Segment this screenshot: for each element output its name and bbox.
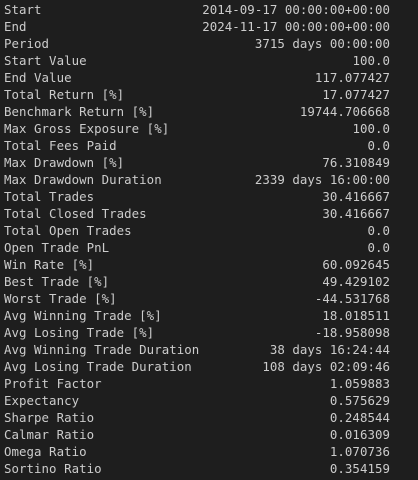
stat-name: Max Drawdown [%]	[4, 155, 125, 170]
stats-row: End Value 117.077427	[0, 69, 418, 86]
stat-name: Total Open Trades	[4, 223, 132, 238]
stat-value: 17.077427	[322, 87, 390, 102]
stat-value: -18.958098	[314, 325, 390, 340]
stat-value: 0.248544	[329, 410, 390, 425]
stats-row: Avg Losing Trade Duration 108 days 02:09:…	[0, 358, 418, 375]
stat-name: Sharpe Ratio	[4, 410, 95, 425]
stats-row: Max Gross Exposure [%] 100.0	[0, 120, 418, 137]
stats-row: Total Open Trades 0.0	[0, 222, 418, 239]
stat-value: 100.0	[352, 53, 390, 68]
stat-value: 0.0	[367, 223, 390, 238]
stat-name: Worst Trade [%]	[4, 291, 117, 306]
stat-name: Avg Losing Trade [%]	[4, 325, 155, 340]
stats-row: Best Trade [%] 49.429102	[0, 273, 418, 290]
stats-row: Profit Factor 1.059883	[0, 375, 418, 392]
stat-value: 0.575629	[329, 393, 390, 408]
stats-row: Max Drawdown [%] 76.310849	[0, 154, 418, 171]
stat-name: Avg Winning Trade [%]	[4, 308, 162, 323]
stat-value: 100.0	[352, 121, 390, 136]
stats-row: Expectancy 0.575629	[0, 392, 418, 409]
stat-name: End Value	[4, 70, 72, 85]
stat-name: Total Closed Trades	[4, 206, 147, 221]
stats-row: Omega Ratio 1.070736	[0, 443, 418, 460]
stat-name: Profit Factor	[4, 376, 102, 391]
stat-value: 2014-09-17 00:00:00+00:00	[202, 2, 390, 17]
stat-value: 1.059883	[329, 376, 390, 391]
stats-row: Period 3715 days 00:00:00	[0, 35, 418, 52]
stat-value: 3715 days 00:00:00	[254, 36, 390, 51]
stat-value: 0.354159	[329, 461, 390, 476]
stat-value: 30.416667	[322, 206, 390, 221]
stat-name: Benchmark Return [%]	[4, 104, 155, 119]
stat-name: Total Return [%]	[4, 87, 125, 102]
stat-name: Max Gross Exposure [%]	[4, 121, 170, 136]
stat-name: Expectancy	[4, 393, 80, 408]
stat-name: Avg Winning Trade Duration	[4, 342, 200, 357]
stats-row: Sharpe Ratio 0.248544	[0, 409, 418, 426]
stat-name: End	[4, 19, 27, 34]
stats-row: Max Drawdown Duration 2339 days 16:00:00	[0, 171, 418, 188]
stats-row: Calmar Ratio 0.016309	[0, 426, 418, 443]
stat-value: -44.531768	[314, 291, 390, 306]
stat-value: 2024-11-17 00:00:00+00:00	[202, 19, 390, 34]
stats-row: Open Trade PnL 0.0	[0, 239, 418, 256]
stat-value: 18.018511	[322, 308, 390, 323]
stats-row: Start 2014-09-17 00:00:00+00:00	[0, 1, 418, 18]
stat-name: Sortino Ratio	[4, 461, 102, 476]
stat-value: 60.092645	[322, 257, 390, 272]
stats-row: Start Value 100.0	[0, 52, 418, 69]
stat-value: 0.0	[367, 240, 390, 255]
stat-name: Start Value	[4, 53, 87, 68]
stat-name: Period	[4, 36, 50, 51]
stat-value: 0.0	[367, 138, 390, 153]
stat-value: 2339 days 16:00:00	[254, 172, 390, 187]
stat-name: Total Fees Paid	[4, 138, 117, 153]
stat-value: 38 days 16:24:44	[269, 342, 390, 357]
stats-row: Total Fees Paid 0.0	[0, 137, 418, 154]
stats-row: Total Closed Trades 30.416667	[0, 205, 418, 222]
stat-value: 0.016309	[329, 427, 390, 442]
stat-name: Win Rate [%]	[4, 257, 95, 272]
stat-name: Calmar Ratio	[4, 427, 95, 442]
stat-value: 30.416667	[322, 189, 390, 204]
stat-value: 49.429102	[322, 274, 390, 289]
stat-name: Avg Losing Trade Duration	[4, 359, 192, 374]
stat-name: Omega Ratio	[4, 444, 87, 459]
stats-row: End 2024-11-17 00:00:00+00:00	[0, 18, 418, 35]
stat-name: Start	[4, 2, 42, 17]
stats-row: Total Return [%] 17.077427	[0, 86, 418, 103]
stat-value: 19744.706668	[299, 104, 390, 119]
stats-row: Avg Losing Trade [%] -18.958098	[0, 324, 418, 341]
stats-row: Sortino Ratio 0.354159	[0, 460, 418, 477]
stat-name: Open Trade PnL	[4, 240, 110, 255]
stats-row: Avg Winning Trade Duration 38 days 16:24:…	[0, 341, 418, 358]
stats-row: Worst Trade [%] -44.531768	[0, 290, 418, 307]
stat-name: Best Trade [%]	[4, 274, 110, 289]
stat-value: 108 days 02:09:46	[262, 359, 390, 374]
stats-row: Total Trades 30.416667	[0, 188, 418, 205]
stat-name: Total Trades	[4, 189, 95, 204]
stat-value: 76.310849	[322, 155, 390, 170]
stat-value: 117.077427	[314, 70, 390, 85]
stats-row: Benchmark Return [%] 19744.706668	[0, 103, 418, 120]
stat-name: Max Drawdown Duration	[4, 172, 162, 187]
stat-value: 1.070736	[329, 444, 390, 459]
stats-row: Avg Winning Trade [%] 18.018511	[0, 307, 418, 324]
stats-row: Win Rate [%] 60.092645	[0, 256, 418, 273]
